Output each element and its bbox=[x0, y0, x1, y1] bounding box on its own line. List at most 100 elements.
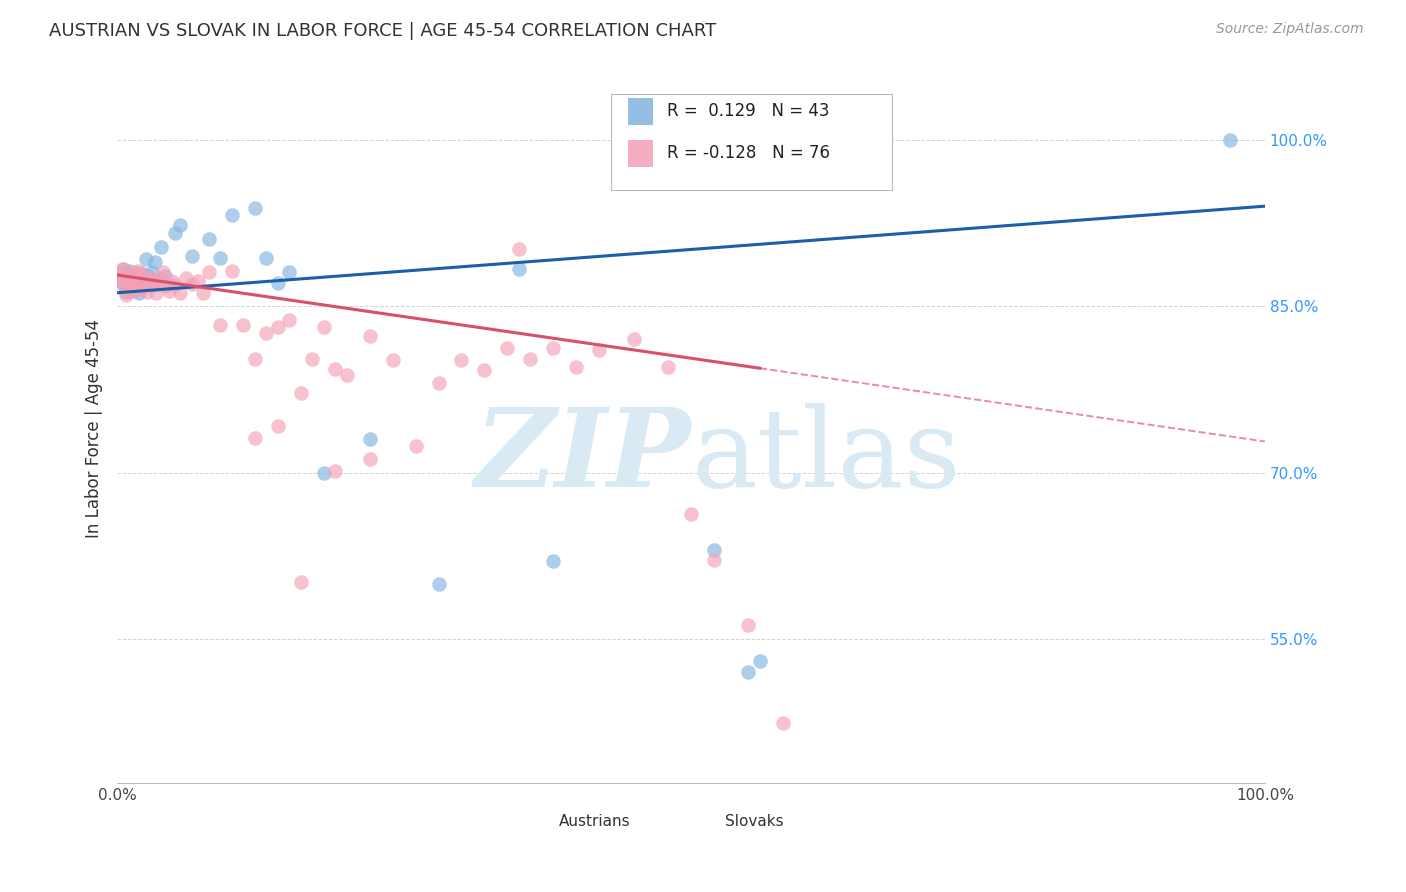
Point bbox=[1219, 132, 1241, 146]
Point bbox=[772, 716, 794, 731]
Point bbox=[118, 263, 141, 277]
Text: atlas: atlas bbox=[690, 403, 960, 510]
Point bbox=[301, 352, 323, 367]
Point bbox=[703, 553, 725, 567]
Point bbox=[748, 654, 770, 668]
Point bbox=[474, 363, 496, 377]
Point bbox=[120, 270, 142, 285]
Point bbox=[198, 265, 221, 279]
Point bbox=[128, 279, 150, 293]
Point bbox=[124, 265, 146, 279]
Point bbox=[737, 617, 759, 632]
Point bbox=[127, 263, 149, 277]
Point bbox=[180, 249, 202, 263]
Point bbox=[117, 274, 139, 288]
Point bbox=[124, 284, 146, 298]
Point bbox=[359, 329, 381, 343]
Point bbox=[209, 252, 232, 266]
Point bbox=[565, 360, 588, 375]
Point bbox=[148, 277, 170, 291]
Point bbox=[450, 353, 472, 368]
Point bbox=[121, 284, 143, 298]
Point bbox=[136, 269, 159, 284]
Point bbox=[703, 543, 725, 558]
Point bbox=[657, 360, 679, 375]
Point bbox=[180, 277, 202, 291]
FancyBboxPatch shape bbox=[628, 140, 654, 168]
Point bbox=[124, 267, 146, 281]
Point bbox=[124, 281, 146, 295]
Point bbox=[125, 270, 148, 285]
Point bbox=[127, 270, 149, 285]
Point bbox=[129, 274, 152, 288]
Point bbox=[254, 326, 277, 340]
Point bbox=[129, 276, 152, 290]
Point bbox=[141, 277, 163, 292]
Point bbox=[508, 243, 530, 257]
Y-axis label: In Labor Force | Age 45-54: In Labor Force | Age 45-54 bbox=[86, 318, 103, 538]
Point bbox=[145, 285, 167, 300]
Point bbox=[186, 274, 208, 288]
Point bbox=[121, 277, 143, 292]
Point bbox=[149, 271, 172, 285]
FancyBboxPatch shape bbox=[628, 98, 654, 125]
FancyBboxPatch shape bbox=[610, 95, 891, 190]
Point bbox=[118, 277, 141, 292]
Point bbox=[114, 281, 136, 295]
Point bbox=[519, 352, 541, 367]
Point bbox=[129, 266, 152, 280]
Point bbox=[278, 265, 301, 279]
Text: Source: ZipAtlas.com: Source: ZipAtlas.com bbox=[1216, 22, 1364, 37]
Point bbox=[209, 318, 232, 332]
Point bbox=[427, 576, 450, 591]
Point bbox=[381, 353, 404, 368]
Point bbox=[543, 554, 565, 568]
Point bbox=[193, 285, 215, 300]
Point bbox=[117, 270, 139, 285]
Point bbox=[131, 279, 153, 293]
Point bbox=[155, 269, 177, 284]
Point bbox=[221, 208, 243, 222]
Point bbox=[543, 341, 565, 355]
Point bbox=[278, 313, 301, 327]
Point bbox=[169, 218, 191, 232]
Point bbox=[122, 272, 145, 286]
Point bbox=[267, 419, 290, 434]
FancyBboxPatch shape bbox=[524, 811, 550, 835]
Point bbox=[496, 341, 519, 355]
Point bbox=[115, 288, 138, 302]
Point bbox=[108, 266, 131, 280]
Point bbox=[120, 269, 142, 284]
Point bbox=[312, 466, 335, 480]
Point bbox=[336, 368, 359, 382]
Point bbox=[152, 265, 174, 279]
Point bbox=[111, 276, 134, 290]
Point bbox=[267, 320, 290, 334]
Point bbox=[323, 362, 346, 376]
Point bbox=[138, 271, 160, 285]
Text: Austrians: Austrians bbox=[560, 814, 631, 830]
Point bbox=[110, 271, 132, 285]
Text: R =  0.129   N = 43: R = 0.129 N = 43 bbox=[666, 102, 830, 120]
Point bbox=[323, 465, 346, 479]
Point bbox=[131, 281, 153, 295]
Point bbox=[427, 376, 450, 390]
Point bbox=[359, 452, 381, 467]
Point bbox=[163, 226, 186, 240]
Point bbox=[243, 431, 266, 445]
Point bbox=[588, 343, 610, 358]
Text: ZIP: ZIP bbox=[474, 403, 690, 510]
Point bbox=[155, 279, 177, 293]
Text: AUSTRIAN VS SLOVAK IN LABOR FORCE | AGE 45-54 CORRELATION CHART: AUSTRIAN VS SLOVAK IN LABOR FORCE | AGE … bbox=[49, 22, 717, 40]
Point bbox=[111, 262, 134, 277]
Point bbox=[679, 507, 702, 521]
Point bbox=[232, 318, 254, 332]
Point bbox=[623, 332, 645, 346]
Point bbox=[114, 267, 136, 281]
Text: Slovaks: Slovaks bbox=[725, 814, 785, 830]
Point bbox=[135, 252, 157, 267]
Point bbox=[111, 262, 134, 277]
Point bbox=[112, 277, 135, 291]
Point bbox=[243, 352, 266, 367]
Point bbox=[737, 665, 759, 680]
